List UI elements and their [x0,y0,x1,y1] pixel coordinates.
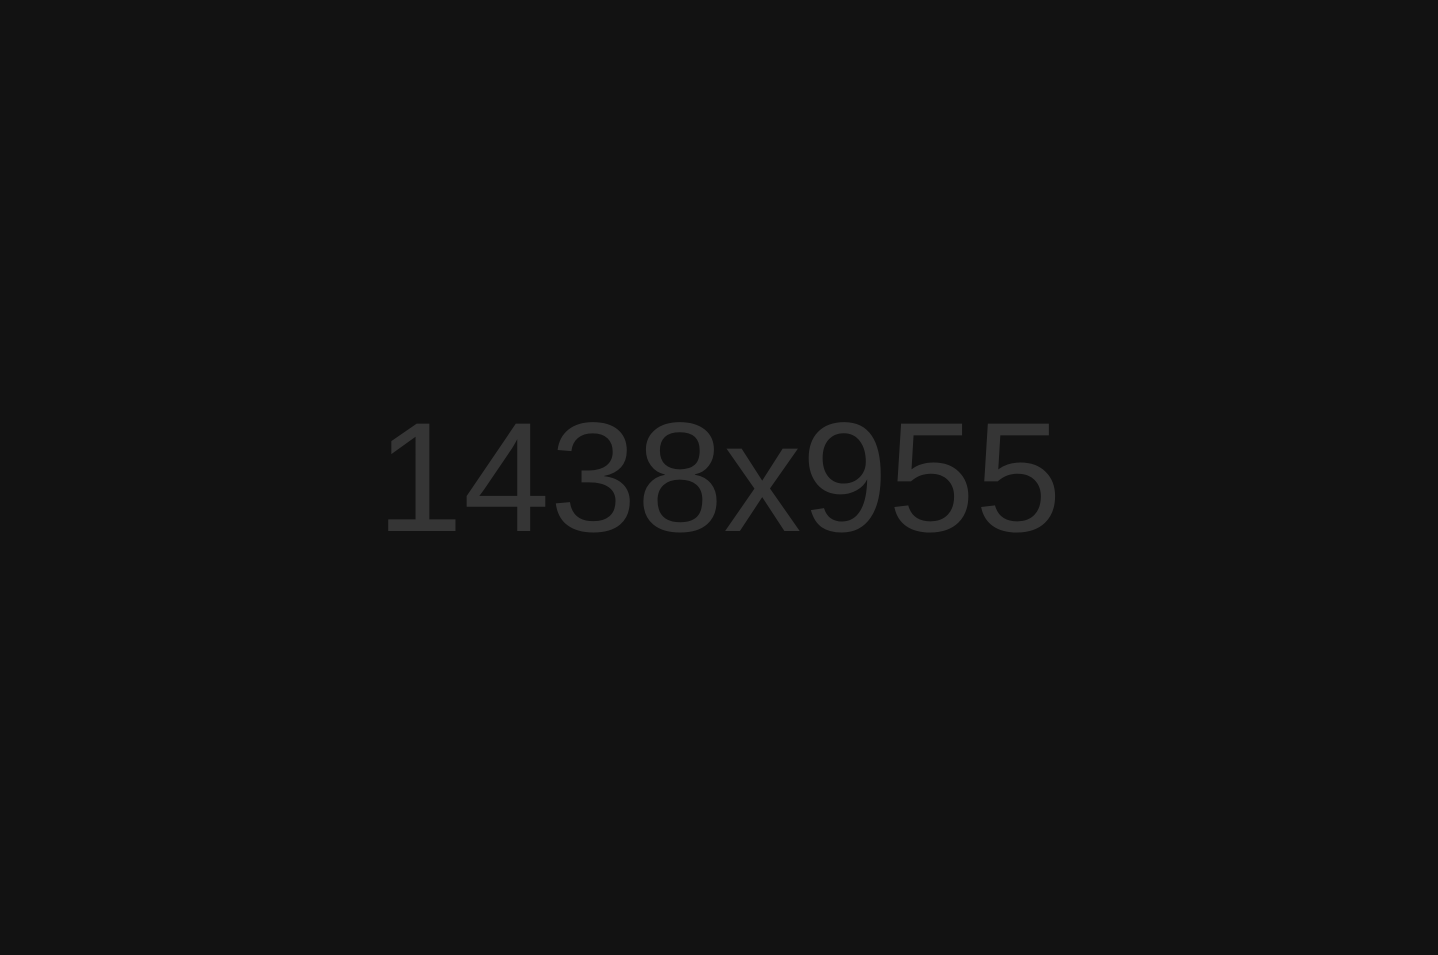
placeholder-canvas: 1438x955 [376,390,1062,565]
dimensions-label: 1438x955 [376,390,1062,565]
